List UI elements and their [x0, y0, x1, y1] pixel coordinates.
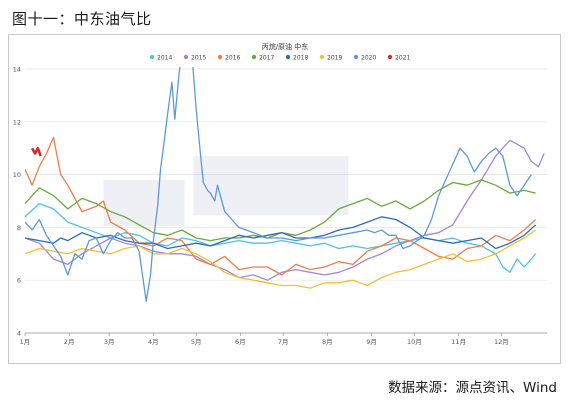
legend-label: 2017 — [259, 54, 274, 61]
legend-label: 2018 — [293, 54, 308, 61]
x-tick-label: 3月 — [104, 338, 115, 346]
legend-item-2016: 2016 — [217, 54, 240, 61]
x-tick-label: 10月 — [407, 338, 422, 346]
y-tick-label: 12 — [13, 118, 21, 126]
y-tick-label: 6 — [17, 277, 21, 285]
chart-frame: 丙烷/原油 中东 2014 2015 2016 2017 2018 2019 2020 202… — [8, 34, 561, 364]
legend: 2014 2015 2016 2017 2018 2019 2020 2021 — [149, 54, 410, 61]
legend-item-2020: 2020 — [353, 54, 376, 61]
legend-item-2017: 2017 — [251, 54, 274, 61]
series-line-2021 — [30, 146, 42, 157]
legend-marker — [183, 54, 189, 60]
legend-item-2018: 2018 — [285, 54, 308, 61]
x-tick-label: 7月 — [278, 338, 289, 346]
legend-label: 2019 — [327, 54, 342, 61]
series-line-2018 — [25, 216, 537, 250]
legend-marker — [149, 54, 155, 60]
legend-item-2015: 2015 — [183, 54, 206, 61]
x-tick-label: 9月 — [366, 338, 377, 346]
watermark: ▆▆ ████ — [103, 156, 348, 226]
series-line-2015 — [25, 139, 545, 281]
watermark-text: ████ — [193, 156, 348, 216]
legend-marker — [285, 54, 291, 60]
legend-marker — [217, 54, 223, 60]
legend-label: 2020 — [361, 54, 376, 61]
x-tick-label: 8月 — [322, 338, 333, 346]
legend-item-2014: 2014 — [149, 54, 172, 61]
chart-title: 丙烷/原油 中东 — [262, 42, 309, 51]
y-tick-label: 14 — [13, 66, 21, 74]
legend-item-2021: 2021 — [387, 54, 410, 61]
x-tick-label: 5月 — [191, 338, 202, 346]
legend-label: 2016 — [225, 54, 240, 61]
x-tick-label: 1月 — [20, 338, 31, 346]
x-axis: 1月 2月 3月 4月 5月 6月 7月 8月 9月 10月 11月 12月 — [20, 332, 547, 346]
legend-marker — [251, 54, 257, 60]
figure-title: 图十一：中东油气比 — [12, 10, 152, 28]
legend-marker — [353, 54, 359, 60]
plot-area — [25, 67, 545, 302]
legend-label: 2021 — [395, 54, 410, 61]
watermark-logo: ▆▆ — [103, 166, 185, 226]
y-tick-label: 4 — [17, 330, 21, 338]
legend-label: 2015 — [191, 54, 206, 61]
legend-item-2019: 2019 — [319, 54, 342, 61]
legend-label: 2014 — [157, 54, 172, 61]
legend-marker — [319, 54, 325, 60]
y-tick-label: 8 — [17, 224, 21, 232]
x-tick-label: 2月 — [64, 338, 75, 346]
data-source: 数据来源：源点资讯、Wind — [388, 380, 557, 396]
line-chart: 丙烷/原油 中东 2014 2015 2016 2017 2018 2019 2020 202… — [13, 42, 547, 346]
y-axis: 4 6 8 10 12 14 — [13, 66, 21, 338]
series-line-2014 — [25, 202, 537, 273]
series-line-2020 — [25, 67, 532, 302]
x-tick-label: 12月 — [494, 338, 509, 346]
y-tick-label: 10 — [13, 171, 21, 179]
x-tick-label: 11月 — [451, 338, 466, 346]
x-tick-label: 4月 — [148, 338, 159, 346]
legend-marker — [387, 54, 393, 60]
series-line-2019 — [25, 229, 536, 289]
x-tick-label: 6月 — [235, 338, 246, 346]
